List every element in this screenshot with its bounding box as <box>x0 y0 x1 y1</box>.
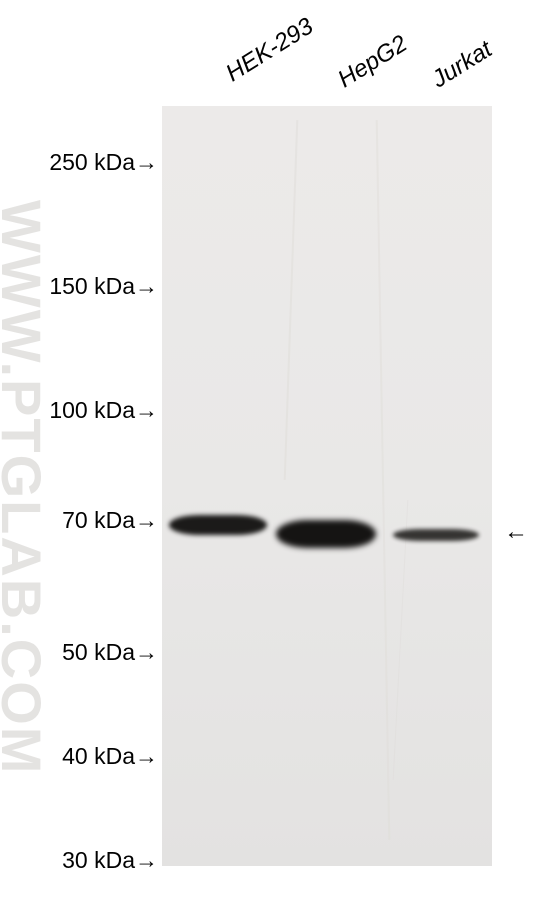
band-indicator-arrow-icon: ← <box>504 518 528 546</box>
western-blot-figure: { "figure": { "width": 540, "height": 90… <box>0 0 540 903</box>
marker-150: 150 kDa→ <box>49 273 158 300</box>
lane-label-1: HEK-293 <box>221 13 318 88</box>
arrow-icon: → <box>135 639 158 666</box>
arrow-icon: → <box>135 273 158 300</box>
marker-70: 70 kDa→ <box>62 507 158 534</box>
arrow-icon: → <box>135 743 158 770</box>
membrane-streak <box>393 500 409 780</box>
protein-band <box>393 529 479 541</box>
membrane-streak <box>284 120 298 480</box>
marker-text: 100 kDa <box>49 397 135 423</box>
watermark-text: WWW.PTGLAB.COM <box>0 200 54 775</box>
protein-band <box>276 520 376 548</box>
blot-membrane <box>162 106 492 866</box>
marker-text: 70 kDa <box>62 507 135 533</box>
protein-band <box>169 515 267 535</box>
marker-text: 250 kDa <box>49 149 135 175</box>
arrow-icon: → <box>135 397 158 424</box>
marker-text: 150 kDa <box>49 273 135 299</box>
arrow-icon: → <box>135 149 158 176</box>
marker-50: 50 kDa→ <box>62 639 158 666</box>
marker-100: 100 kDa→ <box>49 397 158 424</box>
marker-text: 50 kDa <box>62 639 135 665</box>
arrow-icon: → <box>135 507 158 534</box>
lane-label-2: HepG2 <box>333 30 412 94</box>
marker-40: 40 kDa→ <box>62 743 158 770</box>
marker-30: 30 kDa→ <box>62 847 158 874</box>
arrow-icon: → <box>135 847 158 874</box>
membrane-streak <box>376 120 390 840</box>
marker-text: 30 kDa <box>62 847 135 873</box>
marker-250: 250 kDa→ <box>49 149 158 176</box>
lane-label-3: Jurkat <box>427 36 497 94</box>
marker-text: 40 kDa <box>62 743 135 769</box>
